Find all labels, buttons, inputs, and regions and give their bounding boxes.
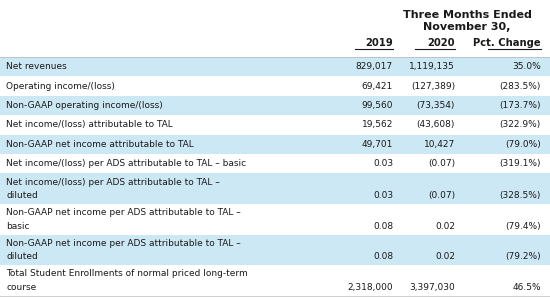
Text: 3,397,030: 3,397,030 (409, 283, 455, 292)
Text: 35.0%: 35.0% (512, 62, 541, 71)
Bar (0, 115, 550, 135)
Text: Net revenues: Net revenues (6, 62, 67, 71)
Text: (0.07): (0.07) (428, 191, 455, 200)
Text: 2,318,000: 2,318,000 (348, 283, 393, 292)
Text: 99,560: 99,560 (361, 101, 393, 110)
Bar (0, 204, 550, 235)
Text: 69,421: 69,421 (362, 82, 393, 91)
Text: (43,608): (43,608) (417, 120, 455, 129)
Text: Three Months Ended: Three Months Ended (403, 10, 531, 20)
Text: Pct. Change: Pct. Change (474, 38, 541, 48)
Bar (0, 173, 550, 204)
Text: Net income/(loss) per ADS attributable to TAL –: Net income/(loss) per ADS attributable t… (6, 178, 220, 187)
Text: Non-GAAP net income attributable to TAL: Non-GAAP net income attributable to TAL (6, 140, 194, 149)
Text: Non-GAAP operating income/(loss): Non-GAAP operating income/(loss) (6, 101, 163, 110)
Text: 0.03: 0.03 (373, 159, 393, 168)
Text: (283.5%): (283.5%) (499, 82, 541, 91)
Bar (0, 235, 550, 265)
Bar (0, 57, 550, 76)
Text: 1,119,135: 1,119,135 (409, 62, 455, 71)
Text: diluted: diluted (6, 191, 38, 200)
Text: Non-GAAP net income per ADS attributable to TAL –: Non-GAAP net income per ADS attributable… (6, 208, 241, 217)
Text: 0.08: 0.08 (373, 252, 393, 261)
Text: (79.4%): (79.4%) (505, 222, 541, 231)
Text: basic: basic (6, 222, 30, 231)
Text: (79.0%): (79.0%) (505, 140, 541, 149)
Text: (328.5%): (328.5%) (499, 191, 541, 200)
Text: Operating income/(loss): Operating income/(loss) (6, 82, 115, 91)
Text: Total Student Enrollments of normal priced long-term: Total Student Enrollments of normal pric… (6, 269, 248, 278)
Text: (127,389): (127,389) (411, 82, 455, 91)
Text: (0.07): (0.07) (428, 159, 455, 168)
Text: (173.7%): (173.7%) (499, 101, 541, 110)
Text: course: course (6, 283, 36, 292)
Text: 2019: 2019 (365, 38, 393, 48)
Text: 0.02: 0.02 (435, 252, 455, 261)
Text: 46.5%: 46.5% (513, 283, 541, 292)
Bar (0, 76, 550, 96)
Text: 10,427: 10,427 (424, 140, 455, 149)
Text: 0.03: 0.03 (373, 191, 393, 200)
Text: Net income/(loss) attributable to TAL: Net income/(loss) attributable to TAL (6, 120, 173, 129)
Text: Net income/(loss) per ADS attributable to TAL – basic: Net income/(loss) per ADS attributable t… (6, 159, 246, 168)
Text: 2020: 2020 (427, 38, 455, 48)
Text: 0.02: 0.02 (435, 222, 455, 231)
Text: 829,017: 829,017 (356, 62, 393, 71)
Text: November 30,: November 30, (424, 22, 511, 32)
Bar (0, 154, 550, 173)
Bar (0, 135, 550, 154)
Text: 19,562: 19,562 (362, 120, 393, 129)
Text: 49,701: 49,701 (362, 140, 393, 149)
Text: (79.2%): (79.2%) (505, 252, 541, 261)
Text: 0.08: 0.08 (373, 222, 393, 231)
Bar (0, 96, 550, 115)
Text: Non-GAAP net income per ADS attributable to TAL –: Non-GAAP net income per ADS attributable… (6, 239, 241, 248)
Text: (319.1%): (319.1%) (499, 159, 541, 168)
Text: (73,354): (73,354) (417, 101, 455, 110)
Bar (0, 265, 550, 296)
Text: (322.9%): (322.9%) (500, 120, 541, 129)
Text: diluted: diluted (6, 252, 38, 261)
